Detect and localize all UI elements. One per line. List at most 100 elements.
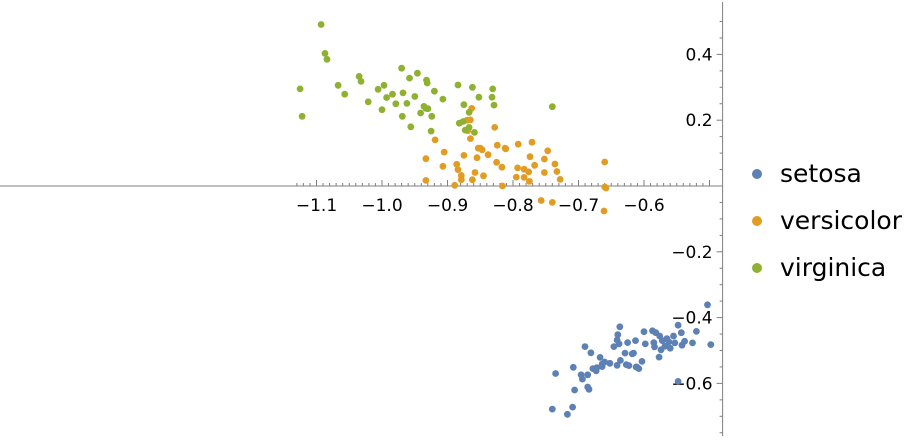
legend-label-virginica: virginica — [780, 253, 887, 282]
data-point-setosa — [615, 340, 623, 348]
data-point-virginica — [428, 112, 436, 120]
y-tick-label: 0.4 — [686, 45, 713, 65]
data-point-versicolor — [453, 160, 461, 168]
data-point-setosa — [670, 332, 677, 340]
data-point-versicolor — [553, 168, 561, 175]
x-tick-label: −0.8 — [492, 196, 533, 216]
data-point-versicolor — [460, 152, 468, 159]
series-versicolor — [422, 105, 610, 215]
data-point-setosa — [606, 359, 614, 367]
data-point-virginica — [548, 103, 556, 111]
data-point-virginica — [471, 129, 478, 136]
data-point-virginica — [321, 50, 329, 57]
data-point-setosa — [610, 343, 618, 350]
data-point-virginica — [378, 106, 386, 114]
data-point-virginica — [406, 74, 413, 82]
data-point-virginica — [431, 87, 438, 95]
x-tick-label: −1.1 — [296, 196, 337, 216]
data-point-virginica — [383, 94, 390, 101]
data-point-versicolor — [520, 174, 528, 181]
data-point-setosa — [677, 329, 685, 337]
data-point-virginica — [469, 83, 476, 91]
data-point-virginica — [323, 55, 331, 63]
data-point-virginica — [439, 95, 447, 103]
data-point-virginica — [460, 101, 468, 109]
data-point-setosa — [625, 362, 633, 369]
data-point-setosa — [592, 367, 600, 375]
data-point-versicolor — [541, 169, 548, 176]
data-point-setosa — [571, 386, 578, 394]
data-point-virginica — [465, 124, 473, 131]
legend-label-setosa: setosa — [780, 159, 862, 188]
data-point-setosa — [655, 353, 663, 361]
data-point-versicolor — [541, 155, 548, 163]
data-point-versicolor — [493, 141, 501, 149]
data-point-setosa — [649, 327, 656, 335]
data-point-virginica — [423, 79, 431, 87]
data-point-versicolor — [493, 158, 500, 166]
data-point-virginica — [459, 118, 467, 125]
data-point-setosa — [674, 378, 682, 385]
x-tick-label: −0.7 — [558, 196, 599, 216]
data-point-virginica — [465, 108, 473, 116]
data-point-versicolor — [601, 158, 609, 166]
data-point-versicolor — [491, 124, 499, 131]
data-point-versicolor — [556, 176, 564, 183]
data-point-versicolor — [454, 166, 462, 174]
data-point-versicolor — [528, 138, 536, 146]
legend-marker-setosa — [752, 168, 762, 179]
data-point-versicolor — [502, 145, 510, 153]
legend-marker-versicolor — [752, 215, 762, 226]
data-point-virginica — [364, 98, 372, 106]
data-point-setosa — [681, 337, 688, 345]
data-point-setosa — [596, 354, 604, 361]
data-point-virginica — [389, 90, 396, 98]
data-point-versicolor — [514, 140, 522, 148]
data-point-versicolor — [451, 181, 459, 189]
data-point-setosa — [689, 339, 696, 347]
data-point-versicolor — [484, 151, 492, 159]
data-point-versicolor — [440, 148, 448, 156]
data-point-virginica — [357, 78, 365, 85]
y-tick-label: −0.6 — [671, 374, 712, 394]
data-points — [296, 21, 715, 418]
data-point-versicolor — [544, 147, 552, 155]
data-point-setosa — [666, 344, 674, 352]
data-point-virginica — [407, 123, 415, 131]
data-point-setosa — [613, 361, 621, 369]
data-point-versicolor — [499, 182, 506, 190]
data-point-virginica — [374, 85, 382, 93]
data-point-setosa — [651, 343, 658, 351]
legend-item-setosa: setosa — [752, 150, 902, 197]
data-point-versicolor — [422, 155, 430, 163]
data-point-versicolor — [526, 153, 534, 161]
x-tick-label: −0.9 — [427, 196, 468, 216]
y-tick-label: −0.2 — [671, 243, 712, 263]
data-point-virginica — [380, 81, 388, 89]
data-point-setosa — [638, 358, 646, 365]
data-point-setosa — [569, 403, 576, 411]
data-point-versicolor — [480, 172, 487, 180]
data-point-versicolor — [439, 162, 447, 170]
data-point-virginica — [399, 89, 407, 97]
data-point-versicolor — [600, 207, 608, 215]
data-point-setosa — [641, 340, 649, 348]
data-point-setosa — [584, 383, 592, 391]
data-point-setosa — [665, 338, 673, 346]
data-point-virginica — [296, 85, 304, 93]
data-point-setosa — [584, 371, 592, 379]
data-point-setosa — [581, 343, 589, 350]
series-virginica — [296, 21, 556, 136]
data-point-versicolor — [457, 176, 465, 184]
data-point-setosa — [617, 357, 624, 364]
data-point-versicolor — [467, 135, 474, 143]
data-point-versicolor — [431, 136, 439, 144]
data-point-versicolor — [422, 177, 430, 184]
data-point-versicolor — [551, 160, 559, 168]
data-point-setosa — [564, 410, 571, 418]
data-point-setosa — [614, 331, 622, 339]
data-point-setosa — [671, 339, 679, 347]
data-point-setosa — [674, 321, 682, 329]
data-point-versicolor — [602, 184, 610, 192]
